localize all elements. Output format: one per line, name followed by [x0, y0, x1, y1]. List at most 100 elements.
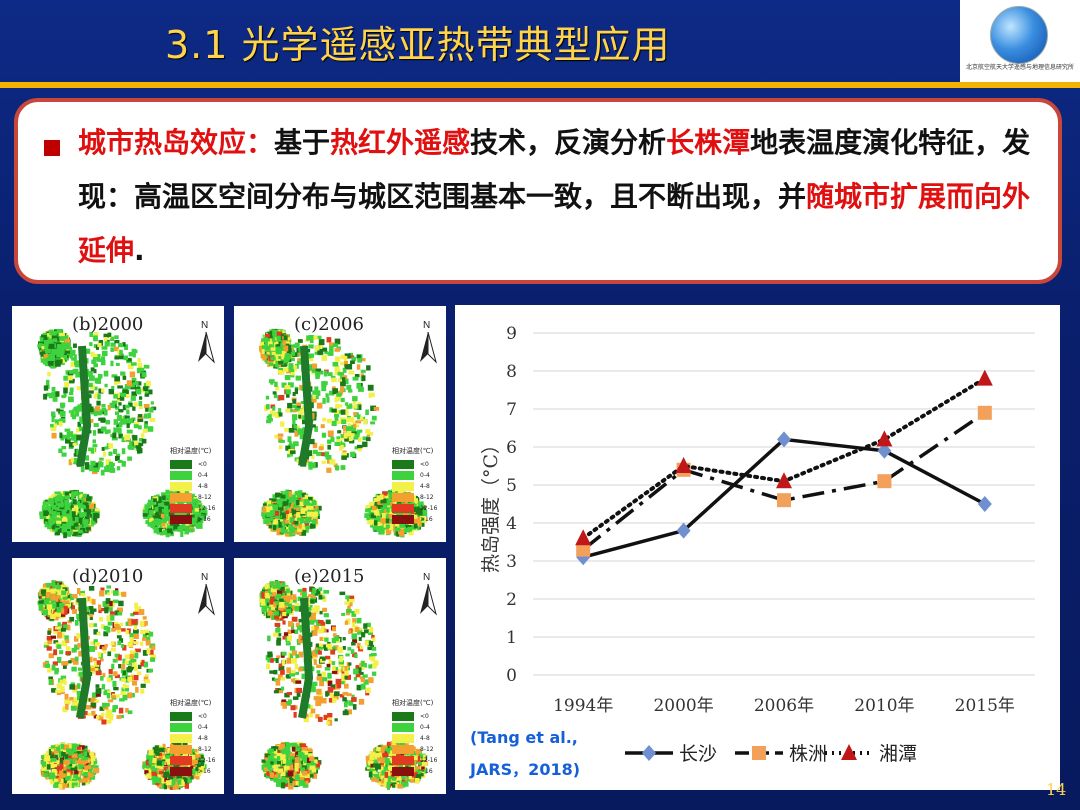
legend-label: 4-8 — [198, 483, 208, 490]
map-legend: 相对温度(℃) <0 0-4 4-8 8-12 12-16 >16 — [170, 698, 224, 777]
legend-swatch — [392, 460, 414, 469]
legend-swatch — [392, 756, 414, 765]
legend-label: <0 — [420, 461, 429, 468]
data-point — [877, 442, 892, 459]
legend-item: 12-16 — [170, 755, 224, 766]
legend-item: <0 — [392, 711, 446, 722]
legend-item: <0 — [392, 459, 446, 470]
highlight-text: 热红外遥感 — [330, 126, 471, 159]
legend-label: 12-16 — [198, 757, 216, 764]
data-point — [977, 496, 992, 512]
legend-entry: 长沙 — [679, 743, 717, 765]
slide-title: 3.1 光学遥感亚热带典型应用 — [165, 23, 671, 67]
legend-item: 0-4 — [392, 470, 446, 481]
legend-swatch — [392, 734, 414, 743]
legend-item: <0 — [170, 711, 224, 722]
legend-marker — [752, 746, 766, 760]
series-line-2 — [581, 376, 987, 541]
x-tick-label: 2010年 — [854, 696, 914, 716]
map-year-label: (b)2000 — [72, 314, 144, 335]
north-arrow-icon: N — [416, 318, 440, 364]
legend-marker — [642, 745, 656, 761]
globe-icon — [990, 6, 1048, 64]
data-point — [777, 493, 791, 508]
legend-label: 4-8 — [420, 735, 430, 742]
legend-label: 12-16 — [198, 505, 216, 512]
data-point — [877, 474, 892, 489]
legend-item: 0-4 — [170, 470, 224, 481]
y-tick-label: 7 — [506, 400, 517, 420]
legend-label: 8-12 — [420, 746, 434, 753]
legend-label: 8-12 — [420, 494, 434, 501]
legend-swatch — [392, 745, 414, 754]
north-arrow-icon: N — [194, 318, 218, 364]
legend-title: 相对温度(℃) — [170, 699, 212, 707]
data-point — [777, 431, 791, 448]
x-tick-label: 2015年 — [955, 696, 1015, 716]
legend-swatch — [392, 515, 414, 524]
legend-item: 4-8 — [392, 481, 446, 492]
legend-item: 0-4 — [392, 722, 446, 733]
body-text: 地表温度演化特征，发现：高温区空间分布与城区范围基本一致，且不断出现，并 — [78, 126, 1031, 213]
legend-swatch — [392, 482, 414, 491]
x-tick-label: 2000年 — [653, 696, 713, 716]
legend-label: <0 — [198, 713, 207, 720]
legend-swatch — [170, 493, 192, 502]
legend-swatch — [170, 460, 192, 469]
legend-swatch — [170, 515, 192, 524]
y-tick-label: 2 — [506, 590, 517, 610]
highlight-text: 随城市扩展而向外延伸 — [78, 180, 1031, 267]
x-tick-label: 1994年 — [553, 696, 613, 716]
heat-island-chart: 0 1 2 3 4 5 6 7 8 9 1994年 2000年 2006年 2010年 2015年 热岛强度（… — [455, 305, 1060, 790]
body-text: . — [134, 234, 145, 267]
map-2015: (e)2015 N 相对温度(℃) <0 0-4 4-8 8-12 12-16 >16 — [234, 558, 446, 794]
legend-item: <0 — [170, 459, 224, 470]
legend-item: 8-12 — [170, 744, 224, 755]
north-label: N — [423, 320, 430, 331]
square-bullet-icon — [44, 140, 60, 156]
legend-item: 8-12 — [392, 492, 446, 503]
citation-line-1: (Tang et al., — [470, 728, 578, 747]
north-label: N — [201, 572, 208, 583]
thermal-map-image — [259, 328, 428, 538]
legend-item: >16 — [392, 514, 446, 525]
body-text: 技术，反演分析 — [470, 126, 667, 159]
citation-line-2: JARS，2018) — [470, 760, 581, 779]
y-axis-label: 热岛强度（°C） — [480, 435, 502, 573]
legend-label: 12-16 — [420, 757, 438, 764]
y-tick-label: 8 — [506, 362, 517, 382]
summary-textbox: 城市热岛效应：基于热红外遥感技术，反演分析长株潭地表温度演化特征，发现：高温区空… — [14, 98, 1062, 284]
legend-label: 8-12 — [198, 494, 212, 501]
data-point — [576, 542, 591, 557]
thermal-map-image — [37, 580, 207, 790]
line-chart: 0 1 2 3 4 5 6 7 8 9 1994年 2000年 2006年 2010年 2015年 热岛强度（… — [480, 324, 1035, 765]
legend-item: >16 — [392, 766, 446, 777]
body-text: 基于 — [274, 126, 331, 159]
legend-item: 4-8 — [170, 481, 224, 492]
citation: (Tang et al., JARS，2018) — [470, 722, 580, 786]
legend-item: >16 — [170, 514, 224, 525]
legend-label: <0 — [198, 461, 207, 468]
north-arrow-icon: N — [416, 570, 440, 616]
data-point — [876, 430, 893, 447]
data-point — [977, 405, 992, 420]
map-2006: (c)2006 N 相对温度(℃) <0 0-4 4-8 8-12 12-16 >16 — [234, 306, 446, 542]
legend-swatch — [392, 493, 414, 502]
title-bar: 3.1 光学遥感亚热带典型应用 北京航空航天大学遥感与地理信息研究所 — [0, 0, 1080, 82]
legend-swatch — [392, 504, 414, 513]
legend-item: 8-12 — [392, 744, 446, 755]
north-arrow-icon: N — [194, 570, 218, 616]
legend-label: <0 — [420, 713, 429, 720]
legend-label: 0-4 — [420, 724, 430, 731]
legend-item: 8-12 — [170, 492, 224, 503]
x-tick-label: 2006年 — [754, 696, 814, 716]
summary-paragraph: 城市热岛效应：基于热红外遥感技术，反演分析长株潭地表温度演化特征，发现：高温区空… — [78, 116, 1050, 278]
legend-item: 12-16 — [170, 503, 224, 514]
legend-swatch — [170, 504, 192, 513]
data-point — [776, 472, 792, 489]
data-point — [575, 529, 592, 546]
map-2010: (d)2010 N 相对温度(℃) <0 0-4 4-8 8-12 12-16 >16 — [12, 558, 224, 794]
legend-swatch — [170, 745, 192, 754]
logo-text: 北京航空航天大学遥感与地理信息研究所 — [965, 64, 1074, 71]
highlight-text: 长株潭 — [666, 126, 751, 159]
